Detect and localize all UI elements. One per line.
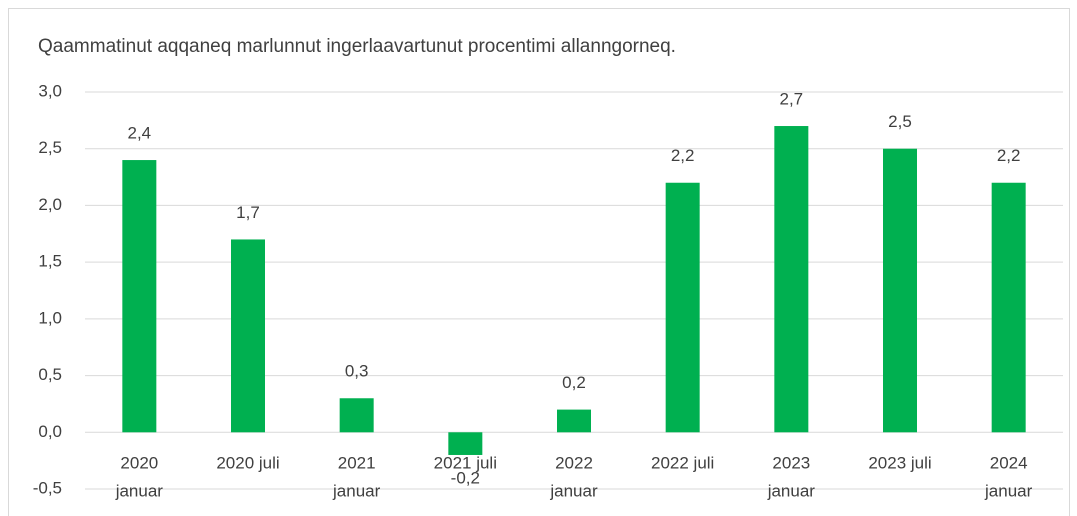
x-tick-label: 2020 (120, 453, 158, 472)
y-tick-label: 0,0 (38, 422, 62, 441)
value-label: 2,7 (780, 90, 804, 109)
bar (122, 160, 157, 433)
value-label: 2,5 (888, 112, 912, 131)
x-tick-label: januar (332, 481, 381, 500)
bar (557, 409, 591, 433)
x-tick-label: januar (767, 481, 816, 500)
x-tick-label: 2022 juli (651, 453, 714, 472)
x-tick-label: 2023 juli (868, 453, 931, 472)
x-tick-label: januar (115, 481, 164, 500)
y-tick-label: 3,0 (38, 81, 62, 100)
value-label: -0,2 (451, 468, 480, 487)
value-label: 0,3 (345, 362, 369, 381)
y-tick-label: 2,5 (38, 138, 62, 157)
value-label: 2,4 (128, 124, 152, 143)
y-tick-label: 1,5 (38, 252, 62, 271)
y-tick-label: 0,5 (38, 365, 62, 384)
y-tick-label: -0,5 (33, 478, 62, 497)
x-tick-label: januar (984, 481, 1033, 500)
bar (883, 148, 917, 433)
x-tick-label: 2024 (990, 453, 1028, 472)
x-tick-label: 2020 juli (216, 453, 279, 472)
bar (991, 182, 1026, 433)
y-tick-label: 2,0 (38, 195, 62, 214)
y-tick-label: 1,0 (38, 308, 62, 327)
x-tick-label: 2021 (338, 453, 376, 472)
x-tick-label: 2021 juli (434, 453, 497, 472)
value-label: 0,2 (562, 373, 586, 392)
chart-title: Qaammatinut aqqaneq marlunnut ingerlaava… (38, 36, 676, 57)
x-tick-label: 2022 (555, 453, 593, 472)
bar (231, 239, 265, 433)
bar (339, 398, 374, 433)
value-label: 2,2 (997, 146, 1021, 165)
value-label: 1,7 (236, 203, 260, 222)
bar (448, 432, 483, 455)
bar (665, 182, 700, 433)
bar (774, 126, 809, 433)
value-label: 2,2 (671, 146, 695, 165)
x-tick-label: januar (549, 481, 598, 500)
x-tick-label: 2023 (772, 453, 810, 472)
